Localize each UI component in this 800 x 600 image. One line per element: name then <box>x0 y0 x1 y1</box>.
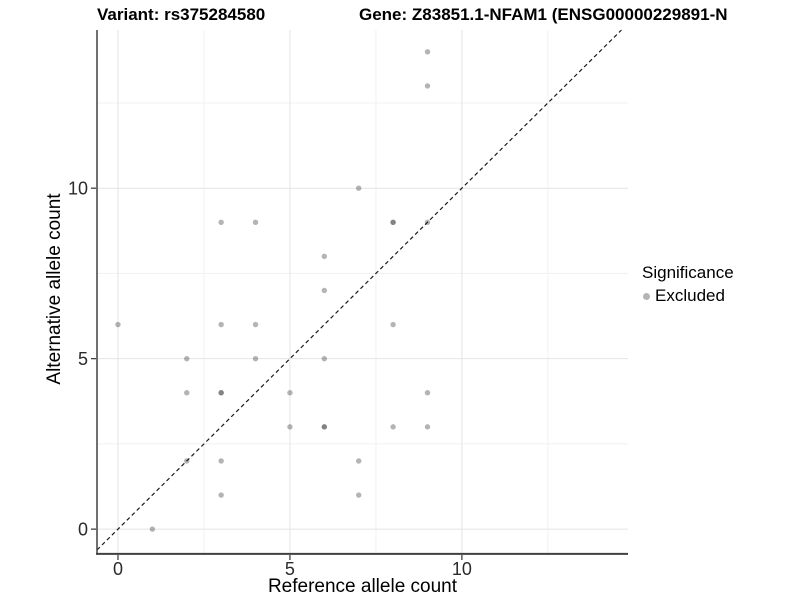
data-point <box>390 424 396 430</box>
data-point <box>287 424 293 430</box>
x-tick-label: 10 <box>452 559 472 579</box>
data-point <box>218 321 224 328</box>
y-tick-label: 0 <box>78 520 88 540</box>
data-point <box>321 253 328 260</box>
data-point <box>321 287 328 294</box>
axis-lines <box>96 30 628 555</box>
data-point <box>424 390 431 396</box>
data-point <box>252 219 259 225</box>
tick-labels: 0 5 10 0 5 10 <box>68 179 472 579</box>
data-point <box>184 390 190 396</box>
data-point <box>184 355 190 362</box>
y-axis-title: Alternative allele count <box>44 193 65 385</box>
x-axis-title: Reference allele count <box>267 576 458 597</box>
data-point <box>218 390 224 396</box>
data-point <box>356 492 362 498</box>
data-point <box>252 321 259 328</box>
data-point <box>321 424 328 430</box>
legend-item-label: Excluded <box>655 286 725 305</box>
variant-title: Variant: rs375284580 <box>97 5 266 24</box>
data-point <box>184 458 190 464</box>
data-point <box>390 219 396 225</box>
data-point <box>149 526 156 532</box>
axis-ticks <box>91 187 463 560</box>
legend: Significance Excluded <box>640 263 734 306</box>
data-point <box>287 390 293 396</box>
data-point <box>390 321 396 328</box>
data-point <box>321 355 328 362</box>
data-point <box>424 424 431 430</box>
x-tick-label: 5 <box>285 559 295 579</box>
identity-line <box>96 29 622 551</box>
data-point <box>424 83 431 89</box>
scatter-points <box>115 49 431 532</box>
data-point <box>356 185 362 191</box>
data-point <box>218 390 224 396</box>
data-point <box>218 219 224 225</box>
data-point <box>356 458 362 464</box>
grid-major <box>97 30 628 553</box>
data-point <box>252 355 259 362</box>
gene-title: Gene: Z83851.1-NFAM1 (ENSG00000229891-N <box>359 5 728 24</box>
data-point <box>321 424 328 430</box>
grid-minor <box>97 30 628 553</box>
data-point <box>115 321 121 328</box>
data-point <box>424 49 431 55</box>
data-point <box>424 219 431 225</box>
data-point <box>218 492 224 498</box>
y-tick-label: 5 <box>78 349 88 369</box>
x-tick-label: 0 <box>113 559 123 579</box>
y-tick-label: 10 <box>68 179 88 199</box>
data-point <box>390 219 396 225</box>
data-point <box>218 458 224 464</box>
legend-item-excluded: Excluded <box>640 286 734 306</box>
excluded-point-icon <box>643 292 650 300</box>
legend-title: Significance <box>642 263 734 282</box>
